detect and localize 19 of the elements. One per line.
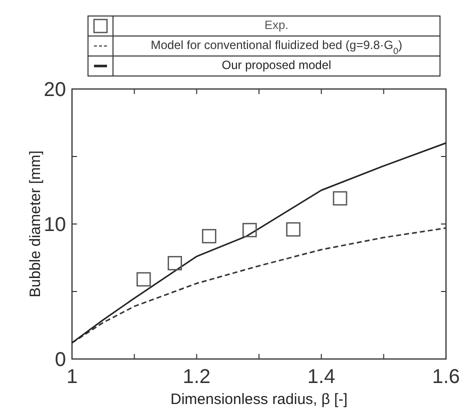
text: Model for conventional fluidized bed (g=9.8·G$_{0}$) <box>150 38 402 56</box>
y-tick-label: 10 <box>44 214 66 236</box>
x-axis-title: Dimensionless radius, β [-] <box>170 391 348 408</box>
x-tick-label: 1.4 <box>307 366 336 388</box>
point <box>168 256 182 270</box>
text: Our proposed model <box>222 58 332 72</box>
y-axis-title: Bubble diameter [mm] <box>27 150 44 298</box>
point <box>332 191 348 206</box>
x-tick-label: 1 <box>66 366 78 388</box>
point <box>202 229 216 244</box>
point <box>136 272 151 286</box>
text: Exp. <box>264 18 289 32</box>
x-tick-label: 1.2 <box>182 366 211 388</box>
point <box>242 222 257 238</box>
x-tick-label: 1.6 <box>432 366 460 388</box>
y-tick-label: 20 <box>44 79 66 101</box>
point <box>286 222 300 237</box>
line-series <box>71 142 447 344</box>
y-tick-label: 0 <box>54 349 66 371</box>
